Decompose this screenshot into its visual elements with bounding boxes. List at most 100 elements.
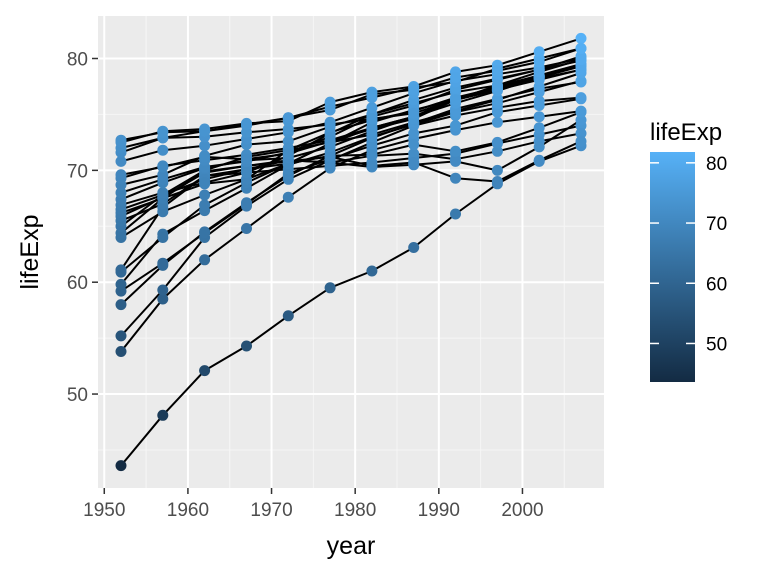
data-point <box>450 105 461 117</box>
data-point <box>575 127 587 139</box>
legend-tick-label: 70 <box>706 214 727 235</box>
data-point <box>241 126 252 138</box>
legend-title: lifeExp <box>650 119 722 146</box>
data-point <box>491 116 503 128</box>
data-point <box>408 242 420 253</box>
data-point <box>450 208 461 220</box>
data-point <box>241 167 252 179</box>
major-gridlines <box>98 16 604 488</box>
data-point <box>408 84 420 96</box>
data-point <box>491 79 503 91</box>
x-tick-label: 1950 <box>83 500 125 521</box>
data-point <box>450 120 461 132</box>
data-point <box>199 140 211 152</box>
data-point <box>575 93 587 105</box>
data-point <box>324 135 336 147</box>
series-line <box>120 37 582 144</box>
data-point <box>282 310 294 322</box>
data-point <box>199 227 211 239</box>
data-point <box>366 123 378 135</box>
x-tick-label: 1990 <box>418 500 460 521</box>
data-point <box>450 155 461 167</box>
data-point <box>575 54 587 66</box>
data-point <box>157 206 169 218</box>
data-point <box>491 164 503 176</box>
series-line <box>120 64 582 201</box>
data-point <box>491 136 503 148</box>
data-point <box>157 232 169 243</box>
data-point <box>157 293 169 305</box>
data-point <box>366 88 378 100</box>
x-tick-label: 1980 <box>334 500 376 521</box>
series-line <box>120 97 582 292</box>
data-point <box>533 122 545 134</box>
data-point <box>157 409 169 421</box>
series-line <box>120 58 582 149</box>
data-point <box>533 100 545 111</box>
y-tick-label: 70 <box>67 161 88 182</box>
data-point <box>366 102 378 114</box>
data-point <box>157 284 169 296</box>
data-point <box>491 176 503 187</box>
data-point <box>324 150 336 162</box>
series-line <box>120 96 582 337</box>
data-point <box>491 106 503 118</box>
data-point <box>491 65 503 77</box>
data-point <box>408 107 420 119</box>
data-point <box>324 104 336 116</box>
data-point <box>282 112 294 124</box>
series-line <box>120 144 582 467</box>
data-point <box>282 191 294 203</box>
data-point <box>199 177 211 189</box>
data-point <box>199 151 211 163</box>
data-point <box>533 111 545 123</box>
data-point <box>199 254 211 266</box>
data-point <box>241 340 252 352</box>
data-point <box>199 199 211 211</box>
data-point <box>575 135 587 147</box>
series-line <box>120 57 582 163</box>
data-point <box>575 114 587 126</box>
data-point <box>282 123 294 135</box>
plot-panel <box>98 16 604 488</box>
legend-tick-label: 80 <box>706 154 727 175</box>
data-point <box>282 148 294 160</box>
data-point <box>199 365 211 377</box>
data-point <box>157 169 169 181</box>
data-point <box>533 46 545 58</box>
series-lines <box>120 37 582 467</box>
y-tick-label: 60 <box>67 273 88 294</box>
minor-gridlines <box>98 16 604 488</box>
data-point <box>408 127 420 139</box>
data-point <box>450 72 461 83</box>
series-line <box>120 79 582 286</box>
data-point <box>491 94 503 106</box>
legend-ticks: 50 60 70 80 <box>650 154 727 355</box>
x-tick-label: 2000 <box>501 500 543 521</box>
data-point <box>533 141 545 153</box>
data-point <box>408 157 420 168</box>
data-point <box>450 145 461 157</box>
data-point <box>450 94 461 106</box>
x-axis: 1950 1960 1970 1980 1990 2000 <box>83 488 544 521</box>
data-point <box>324 119 336 130</box>
data-point <box>199 125 211 137</box>
data-point <box>241 198 252 210</box>
data-point <box>157 257 169 269</box>
color-legend: lifeExp 50 60 70 80 <box>650 119 727 382</box>
x-tick-label: 1960 <box>167 500 209 521</box>
data-point <box>115 155 127 167</box>
data-point <box>115 299 127 311</box>
data-point <box>366 140 378 152</box>
data-point <box>157 144 169 156</box>
y-axis: 50 60 70 80 <box>67 50 98 406</box>
legend-colorbar <box>650 152 695 382</box>
data-point <box>575 106 587 118</box>
data-point <box>157 126 169 138</box>
data-point <box>533 154 545 166</box>
series-line <box>120 119 582 222</box>
data-point <box>157 187 169 199</box>
data-point <box>408 148 420 160</box>
data-point <box>575 32 587 44</box>
